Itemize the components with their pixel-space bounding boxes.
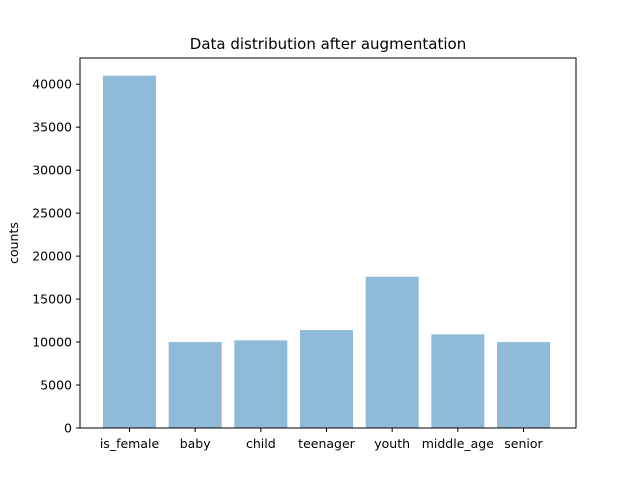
- y-tick-label: 35000: [32, 120, 72, 135]
- x-tick-label: teenager: [298, 436, 355, 451]
- x-tick-label: child: [246, 436, 276, 451]
- x-tick-label: senior: [504, 436, 543, 451]
- x-tick-label: baby: [180, 436, 212, 451]
- y-axis-ticks: 0 5000 10000 15000 20000 25000 30000 35000 40000: [32, 77, 80, 436]
- bar-child: [234, 340, 288, 428]
- bar-youth: [365, 276, 419, 428]
- y-tick-label: 20000: [32, 249, 72, 264]
- bar-senior: [497, 342, 550, 428]
- chart-title: Data distribution after augmentation: [190, 35, 466, 53]
- y-tick-label: 40000: [32, 77, 72, 92]
- bar-teenager: [300, 330, 353, 428]
- bar-middle_age: [431, 334, 485, 428]
- y-tick-label: 0: [64, 421, 72, 436]
- y-tick-label: 10000: [32, 335, 72, 350]
- x-tick-label: youth: [374, 436, 410, 451]
- y-tick-label: 5000: [40, 378, 72, 393]
- y-axis-label: counts: [6, 222, 21, 264]
- y-tick-label: 15000: [32, 292, 72, 307]
- x-axis-ticks: is_female baby child teenager youth middle_ag…: [100, 428, 544, 451]
- plot-frame: [79, 57, 577, 429]
- bars: [103, 75, 550, 428]
- y-tick-label: 25000: [32, 206, 72, 221]
- bar-baby: [168, 342, 222, 428]
- y-tick-label: 30000: [32, 163, 72, 178]
- bar-is_female: [103, 75, 156, 428]
- x-tick-label: is_female: [100, 436, 160, 451]
- x-tick-label: middle_age: [422, 436, 495, 451]
